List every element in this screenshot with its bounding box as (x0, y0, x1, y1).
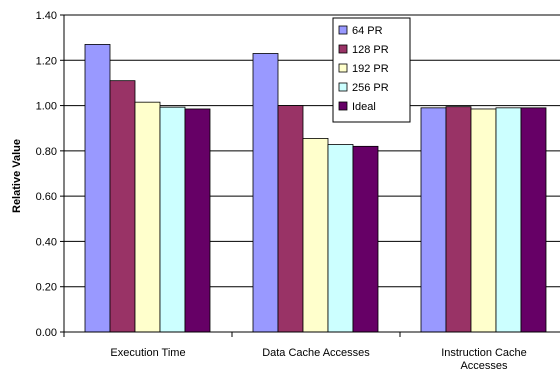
y-tick-label: 0.20 (36, 282, 57, 294)
y-tick-label: 1.00 (36, 101, 57, 113)
y-tick-label: 0.60 (36, 191, 57, 203)
y-axis-title: Relative Value (11, 139, 23, 213)
legend-label: 128 PR (352, 44, 389, 56)
legend: 64 PR 128 PR 192 PR 256 PR Ideal (332, 17, 411, 123)
x-axis-ticks: Execution Time Data Cache Accesses Instruc… (63, 332, 527, 372)
bar (470, 108, 497, 333)
legend-label: 192 PR (352, 63, 389, 75)
x-tick-label: Execution Time (110, 347, 185, 359)
bar (184, 108, 211, 333)
legend-swatch (338, 44, 348, 54)
y-tick-label: 0.00 (36, 327, 57, 339)
bar (352, 145, 379, 333)
y-tick-label: 1.20 (36, 55, 57, 67)
bar (84, 44, 111, 333)
bar (159, 106, 186, 333)
bar (252, 53, 279, 333)
legend-swatch (338, 25, 348, 35)
bars (84, 44, 547, 333)
x-tick-label: Data Cache Accesses (262, 347, 370, 359)
x-tick-label: Instruction Cache (441, 347, 527, 359)
y-axis-ticks: 0.00 0.20 0.40 0.60 0.80 1.00 1.20 1.40 (36, 10, 64, 339)
bar (420, 107, 447, 333)
y-tick-label: 1.40 (36, 10, 57, 22)
legend-swatch (338, 63, 348, 73)
bar (495, 107, 522, 333)
bar (277, 105, 304, 333)
legend-swatch (338, 101, 348, 111)
bar (520, 107, 547, 333)
bar (134, 101, 161, 333)
y-tick-label: 0.40 (36, 236, 57, 248)
x-tick-label: Accesses (460, 360, 508, 372)
bar (327, 144, 354, 333)
bar (302, 138, 329, 333)
axes (63, 15, 560, 333)
bar (109, 80, 136, 333)
y-tick-label: 0.80 (36, 146, 57, 158)
legend-swatch (338, 82, 348, 92)
legend-label: Ideal (352, 101, 376, 113)
legend-label: 256 PR (352, 82, 389, 94)
legend-label: 64 PR (352, 25, 383, 37)
bar (445, 106, 472, 333)
